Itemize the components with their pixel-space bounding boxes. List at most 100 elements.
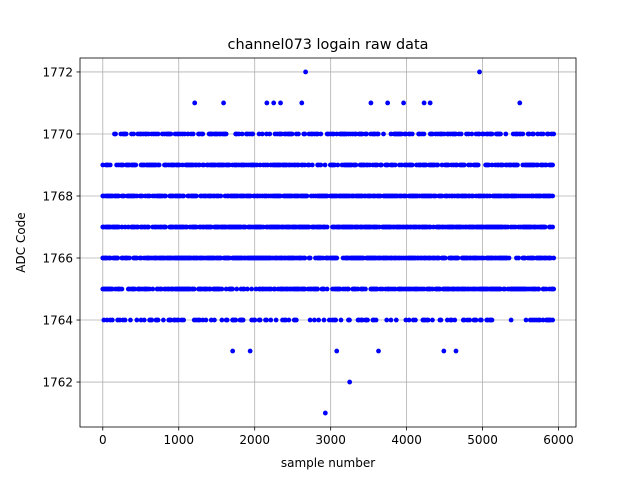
data-point bbox=[268, 317, 274, 323]
data-point bbox=[234, 286, 240, 292]
data-point bbox=[264, 100, 270, 106]
y-tick-label: 1762 bbox=[42, 376, 73, 390]
data-point bbox=[278, 100, 283, 106]
data-point bbox=[193, 193, 199, 199]
data-point bbox=[506, 255, 512, 261]
x-tick-label: 1000 bbox=[163, 433, 194, 447]
data-point bbox=[163, 193, 168, 199]
data-point bbox=[321, 317, 327, 323]
y-tick-label: 1770 bbox=[42, 127, 73, 141]
data-point bbox=[531, 131, 536, 137]
data-point bbox=[293, 317, 299, 323]
data-point bbox=[489, 317, 495, 323]
data-point bbox=[353, 162, 359, 168]
data-point bbox=[381, 131, 386, 137]
data-point bbox=[252, 317, 258, 323]
data-point bbox=[469, 131, 475, 137]
data-point bbox=[122, 317, 128, 323]
data-point bbox=[384, 317, 390, 323]
x-axis-label: sample number bbox=[281, 456, 375, 470]
data-point bbox=[316, 317, 322, 323]
data-point bbox=[409, 131, 415, 137]
data-point bbox=[551, 286, 557, 292]
data-point bbox=[498, 131, 503, 137]
x-tick-label: 3000 bbox=[315, 433, 346, 447]
data-point bbox=[191, 286, 197, 292]
data-point bbox=[373, 317, 379, 323]
data-point bbox=[551, 131, 557, 137]
data-point bbox=[334, 348, 340, 354]
data-point bbox=[322, 162, 328, 168]
data-point bbox=[203, 317, 209, 323]
data-point bbox=[430, 317, 435, 323]
data-point bbox=[551, 255, 557, 261]
data-point bbox=[146, 224, 151, 230]
data-point bbox=[438, 317, 444, 323]
data-point bbox=[233, 317, 239, 323]
data-point bbox=[503, 131, 509, 137]
data-point bbox=[467, 317, 473, 323]
data-point bbox=[126, 255, 132, 261]
data-point bbox=[333, 317, 339, 323]
data-point bbox=[303, 69, 308, 75]
data-point bbox=[421, 100, 427, 106]
data-point bbox=[163, 224, 168, 230]
data-point bbox=[299, 100, 305, 106]
data-point bbox=[249, 286, 255, 292]
data-point bbox=[247, 348, 253, 354]
data-point bbox=[452, 317, 458, 323]
data-point bbox=[315, 286, 320, 292]
data-point bbox=[550, 317, 556, 323]
data-point bbox=[107, 162, 113, 168]
data-point bbox=[477, 69, 482, 75]
data-point bbox=[542, 224, 548, 230]
data-point bbox=[264, 317, 269, 323]
data-point bbox=[473, 317, 479, 323]
data-point bbox=[421, 131, 427, 137]
data-point bbox=[409, 162, 415, 168]
plot-frame bbox=[79, 57, 577, 428]
data-point bbox=[223, 131, 229, 137]
data-point bbox=[461, 162, 467, 168]
data-point bbox=[338, 317, 344, 323]
data-point bbox=[286, 317, 292, 323]
data-point bbox=[520, 131, 526, 137]
data-point bbox=[113, 131, 118, 137]
data-point bbox=[218, 193, 224, 199]
data-point bbox=[302, 131, 308, 137]
data-point bbox=[453, 348, 459, 354]
data-point bbox=[393, 317, 399, 323]
data-point bbox=[309, 162, 315, 168]
data-point bbox=[406, 317, 412, 323]
data-point bbox=[435, 162, 441, 168]
x-tick-label: 2000 bbox=[239, 433, 270, 447]
x-tick-label: 0 bbox=[99, 433, 107, 447]
data-point bbox=[155, 317, 161, 323]
data-point bbox=[289, 131, 295, 137]
data-point bbox=[379, 162, 384, 168]
data-point bbox=[128, 317, 133, 323]
data-point bbox=[307, 255, 313, 261]
data-point bbox=[364, 131, 369, 137]
data-point bbox=[489, 131, 495, 137]
data-point bbox=[109, 317, 115, 323]
data-point bbox=[149, 317, 155, 323]
data-point bbox=[219, 286, 225, 292]
data-point bbox=[250, 131, 256, 137]
data-point bbox=[375, 131, 381, 137]
data-point bbox=[441, 348, 447, 354]
data-point bbox=[131, 131, 137, 137]
data-point bbox=[550, 193, 556, 199]
data-point bbox=[212, 317, 217, 323]
data-point bbox=[401, 100, 406, 106]
data-point bbox=[259, 131, 265, 137]
data-point bbox=[296, 131, 301, 137]
data-point bbox=[200, 131, 206, 137]
data-point bbox=[427, 100, 433, 106]
data-point bbox=[324, 224, 330, 230]
data-point bbox=[517, 100, 523, 106]
data-point bbox=[508, 317, 514, 323]
data-point bbox=[536, 286, 542, 292]
data-point bbox=[181, 193, 187, 199]
data-point bbox=[347, 317, 352, 323]
